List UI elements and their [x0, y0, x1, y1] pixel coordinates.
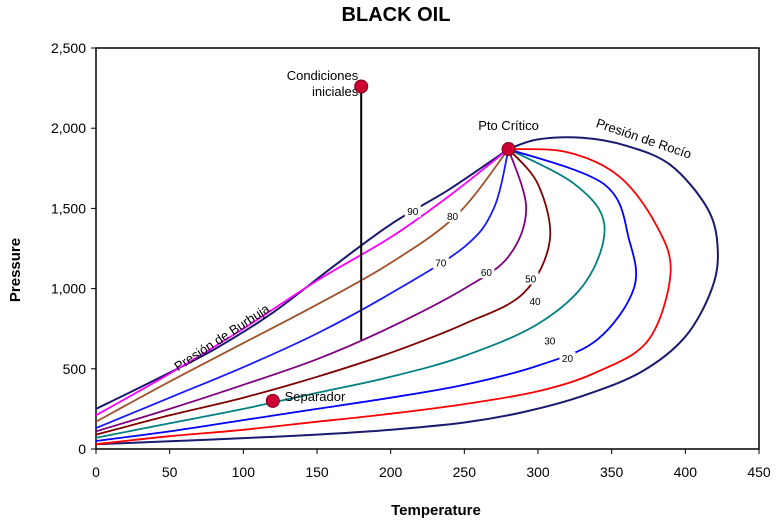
chart-title: BLACK OIL	[342, 4, 451, 26]
quality-label: 20	[562, 354, 574, 365]
x-tick-label: 350	[600, 464, 624, 480]
y-tick-label: 1,500	[51, 200, 86, 216]
quality-line-70	[95, 148, 510, 429]
quality-label-bg	[444, 210, 461, 223]
labels-layer: 20 30 40 50 60 70 80 90 Presión de Burbuja Presió…	[171, 68, 693, 408]
quality-line-60	[95, 148, 528, 433]
y-tick-label: 1,000	[51, 281, 86, 297]
marker-separador	[265, 393, 280, 408]
quality-label-bg	[527, 295, 544, 308]
marker-pto-cr-tico	[501, 142, 516, 157]
x-tick-label: 200	[379, 464, 403, 480]
x-tick-label: 50	[162, 464, 178, 480]
x-tick-label: 450	[747, 464, 771, 480]
x-tick-label: 250	[453, 464, 477, 480]
marker-condiciones-iniciales	[354, 79, 369, 94]
x-axis-title: Temperature	[391, 502, 481, 519]
dew-point-label: Presión de Rocío	[594, 115, 693, 161]
annotation-text: Pto Crítico	[478, 118, 539, 133]
quality-label: 80	[447, 212, 459, 223]
y-tick-label: 0	[78, 441, 86, 457]
quality-label: 50	[525, 275, 537, 286]
quality-line-40	[95, 148, 606, 439]
quality-line-50	[95, 148, 552, 436]
y-tick-label: 500	[63, 361, 87, 377]
quality-label-bg	[541, 334, 558, 347]
quality-line-30	[95, 148, 637, 442]
bubble-point-label: Presión de Burbuja	[171, 300, 272, 374]
x-tick-label: 150	[305, 464, 329, 480]
quality-label-bg	[522, 272, 539, 285]
annotation-text: Condiciones	[287, 68, 359, 83]
quality-label: 90	[407, 207, 419, 218]
x-tick-label: 300	[526, 464, 550, 480]
dew-point-curve	[95, 136, 719, 446]
curves-layer	[95, 86, 719, 446]
annotation-text: Separador	[285, 389, 346, 404]
x-tick-label: 0	[92, 464, 100, 480]
quality-line-90	[95, 148, 510, 417]
y-tick-label: 2,500	[51, 40, 86, 56]
y-tick-label: 2,000	[51, 120, 86, 136]
y-axis-title: Pressure	[7, 238, 24, 302]
x-tick-label: 400	[674, 464, 698, 480]
quality-label: 40	[529, 297, 541, 308]
quality-label: 60	[481, 268, 493, 279]
axes: 0 50 100 150 200 250 300 350 400 450 0 500 1,000 1,50…	[51, 40, 771, 480]
annotation-text: iniciales	[312, 84, 359, 99]
quality-line-20	[95, 148, 672, 446]
x-tick-label: 100	[232, 464, 256, 480]
quality-label-bg	[432, 256, 449, 269]
quality-label-bg	[559, 351, 576, 364]
plot-area-frame	[95, 47, 760, 450]
quality-label: 70	[435, 259, 447, 270]
quality-label: 30	[544, 336, 556, 347]
quality-label-bg	[404, 205, 421, 218]
bubble-point-curve	[95, 148, 510, 410]
quality-label-bg	[478, 266, 495, 279]
